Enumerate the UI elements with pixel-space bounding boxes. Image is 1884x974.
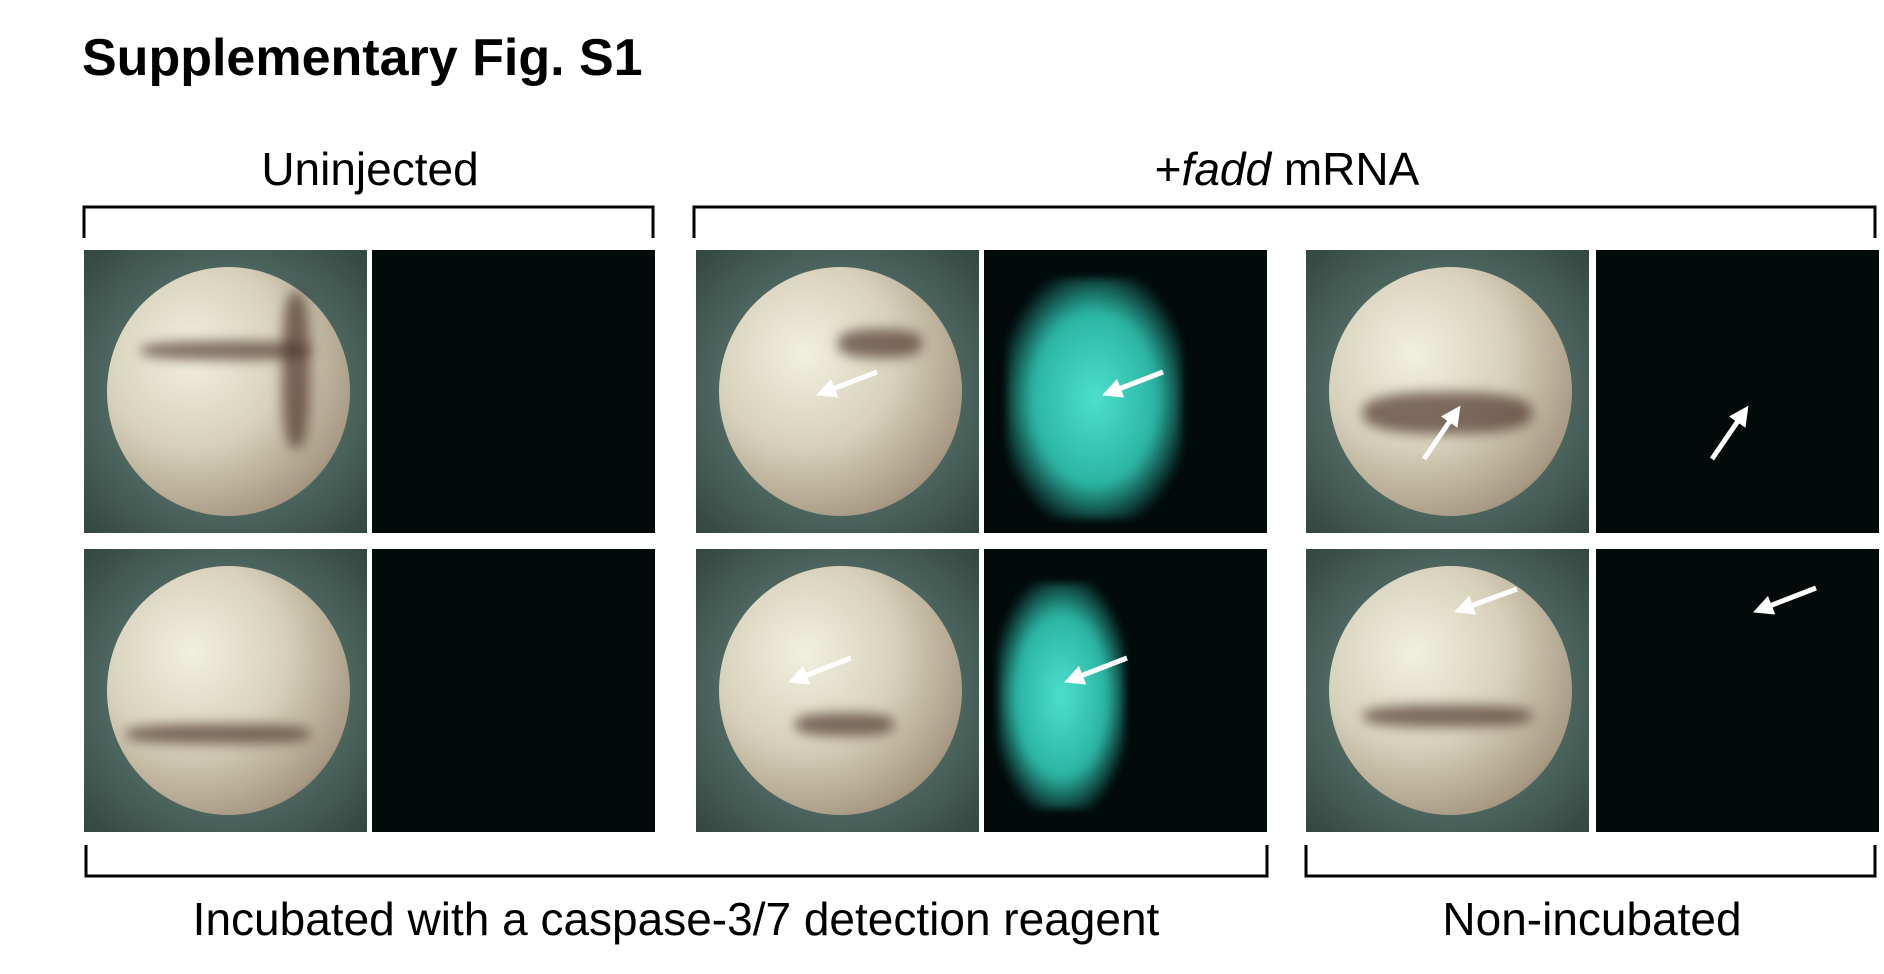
bracket-fadd: [692, 205, 1877, 238]
fluorescence-non-incubated-1: [1596, 250, 1879, 533]
brightfield-uninjected-2: [84, 549, 367, 832]
brightfield-non-incubated-2: [1306, 549, 1589, 832]
label-gene: fadd: [1181, 143, 1272, 195]
brightfield-fadd-2: [696, 549, 979, 832]
bracket-incubated: [84, 845, 1269, 878]
bracket-non-incubated: [1304, 845, 1877, 878]
brightfield-uninjected-1: [84, 250, 367, 533]
fluorescence-fadd-1: [984, 250, 1267, 533]
label-uninjected: Uninjected: [261, 143, 479, 195]
brightfield-fadd-1: [696, 250, 979, 533]
label-fadd-mrna: +fadd mRNA: [696, 142, 1878, 196]
label-incubated: Incubated with a caspase-3/7 detection r…: [192, 893, 1160, 945]
fluorescence-non-incubated-2: [1596, 549, 1879, 832]
bracket-uninjected: [82, 205, 655, 238]
label-prefix: +: [1154, 143, 1182, 195]
fluorescence-uninjected-2: [372, 549, 655, 832]
fluorescence-uninjected-1: [372, 250, 655, 533]
fluorescence-fadd-2: [984, 549, 1267, 832]
label-suffix: mRNA: [1271, 143, 1420, 195]
brightfield-non-incubated-1: [1306, 250, 1589, 533]
figure-title: Supplementary Fig. S1: [82, 29, 643, 87]
label-non-incubated: Non-incubated: [1442, 893, 1742, 945]
